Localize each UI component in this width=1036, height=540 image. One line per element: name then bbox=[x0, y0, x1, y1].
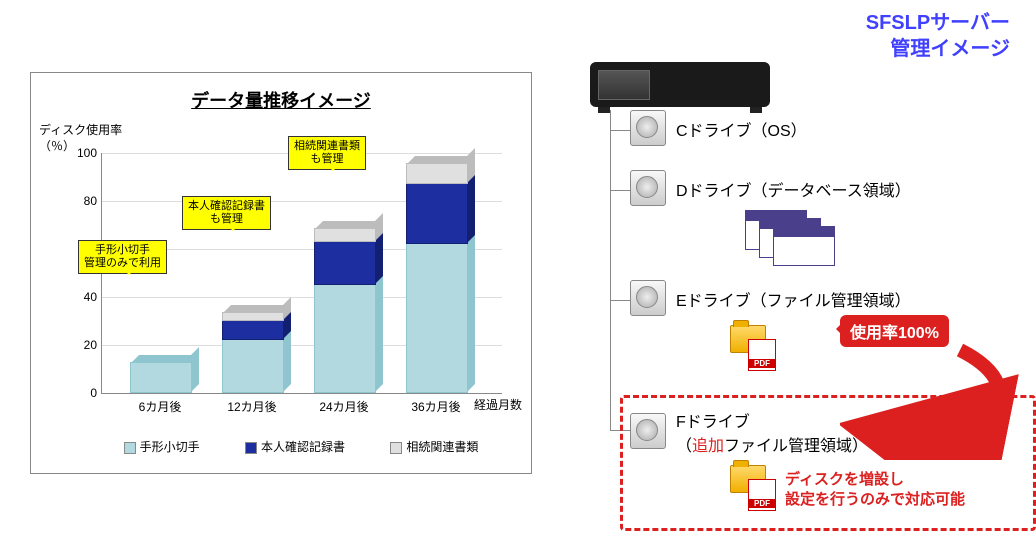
footer-red-text: ディスクを増設し設定を行うのみで対応可能 bbox=[785, 470, 965, 509]
x-tick-label: 24カ月後 bbox=[304, 398, 384, 415]
y-tick-label: 80 bbox=[84, 194, 97, 208]
drive-f-row: Fドライブ （追加ファイル管理領域） bbox=[630, 408, 868, 456]
legend-item: 手形小切手 bbox=[124, 438, 200, 455]
x-axis-label: 経過月数 bbox=[474, 396, 522, 413]
bar-segment bbox=[406, 242, 468, 393]
drive-d-label: Dドライブ（データベース領域） bbox=[676, 177, 911, 201]
y-tick-label: 20 bbox=[84, 338, 97, 352]
legend-item: 相続関連書類 bbox=[390, 438, 478, 455]
x-tick-label: 12カ月後 bbox=[212, 398, 292, 415]
drive-e-label: Eドライブ（ファイル管理領域） bbox=[676, 287, 911, 311]
y-tick-label: 40 bbox=[84, 290, 97, 304]
chart-title: データ量推移イメージ bbox=[31, 87, 531, 113]
drive-c-row: Cドライブ（OS） bbox=[630, 110, 807, 148]
folder-e: PDF bbox=[730, 325, 766, 353]
bar-segment bbox=[406, 182, 468, 244]
bar-segment bbox=[406, 163, 468, 184]
legend-item: 本人確認記録書 bbox=[245, 438, 345, 455]
x-tick-label: 36カ月後 bbox=[396, 398, 476, 415]
chart-legend: 手形小切手 本人確認記録書 相続関連書類 bbox=[101, 438, 501, 455]
bar-segment bbox=[222, 312, 284, 321]
x-tick-label: 6カ月後 bbox=[120, 398, 200, 415]
bar-segment bbox=[314, 228, 376, 242]
server-title: SFSLPサーバー管理イメージ bbox=[570, 10, 1030, 62]
hdd-icon bbox=[630, 110, 668, 148]
bar-segment bbox=[222, 338, 284, 393]
database-tables-icon bbox=[745, 210, 845, 265]
hdd-icon bbox=[630, 170, 668, 208]
hdd-icon bbox=[630, 280, 668, 318]
drive-d-row: Dドライブ（データベース領域） bbox=[630, 170, 911, 208]
chart-callout: 本人確認記録書も管理 bbox=[182, 196, 271, 230]
y-tick-label: 0 bbox=[90, 386, 97, 400]
y-tick-label: 100 bbox=[77, 146, 97, 160]
drive-c-label: Cドライブ（OS） bbox=[676, 117, 807, 141]
drive-f-label: Fドライブ （追加ファイル管理領域） bbox=[676, 408, 868, 456]
bar-segment bbox=[222, 319, 284, 340]
folder-f: PDF bbox=[730, 465, 766, 493]
chart-callout: 手形小切手管理のみで利用 bbox=[78, 240, 167, 274]
drive-e-row: Eドライブ（ファイル管理領域） bbox=[630, 280, 911, 318]
bar-segment bbox=[314, 240, 376, 285]
tree-trunk bbox=[610, 110, 611, 430]
chart-callout: 相続関連書類も管理 bbox=[288, 136, 366, 170]
server-icon bbox=[590, 62, 770, 107]
pdf-icon: PDF bbox=[748, 479, 776, 511]
hdd-icon bbox=[630, 413, 668, 451]
bar-segment bbox=[314, 283, 376, 393]
server-diagram: SFSLPサーバー管理イメージ Cドライブ（OS） Dドライブ（データベース領域… bbox=[570, 10, 1030, 107]
pdf-icon: PDF bbox=[748, 339, 776, 371]
bar-segment bbox=[130, 362, 192, 393]
